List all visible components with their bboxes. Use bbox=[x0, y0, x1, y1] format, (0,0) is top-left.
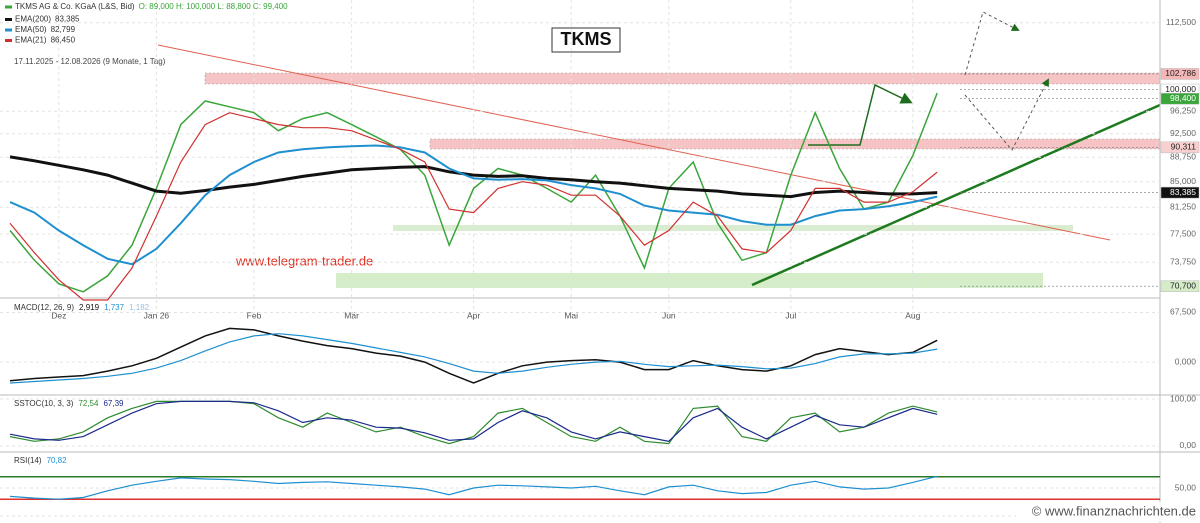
y-tick-label: 77,500 bbox=[1170, 228, 1196, 238]
legend-value: 2,919 bbox=[79, 303, 100, 312]
panel-title: RSI(14) bbox=[14, 456, 42, 465]
x-tick-label: Feb bbox=[247, 310, 262, 320]
y-tick-label: 85,000 bbox=[1170, 176, 1196, 186]
series-line bbox=[9, 475, 938, 500]
y-tick-label: 0,000 bbox=[1175, 356, 1197, 366]
y-tick-label: 88,750 bbox=[1170, 151, 1196, 161]
price-label: 102,786 bbox=[1165, 68, 1196, 78]
price-label: 98,400 bbox=[1170, 93, 1196, 103]
y-tick-label: 96,250 bbox=[1170, 105, 1196, 115]
panel-title: SSTOC(10, 3, 3) bbox=[14, 399, 74, 408]
legend-swatch bbox=[5, 39, 12, 42]
zones bbox=[157, 11, 1161, 288]
legend-value: 83,385 bbox=[55, 15, 80, 24]
legend-swatch bbox=[5, 18, 12, 21]
panel-title: MACD(12, 26, 9) bbox=[14, 303, 74, 312]
x-tick-label: Mai bbox=[564, 310, 578, 320]
chart-title: TKMS bbox=[561, 29, 612, 49]
y-tick-label: 50,00 bbox=[1175, 482, 1197, 492]
legend-value: 70,82 bbox=[47, 456, 68, 465]
price-label: 83,385 bbox=[1170, 187, 1196, 197]
legend-label: EMA(50) bbox=[15, 25, 47, 34]
y-tick-label: 92,500 bbox=[1170, 128, 1196, 138]
y-tick-label: 81,250 bbox=[1170, 202, 1196, 212]
series-line bbox=[9, 92, 938, 293]
x-tick-label: Jan 26 bbox=[144, 310, 170, 320]
x-tick-label: Mär bbox=[344, 310, 359, 320]
price-label-box bbox=[1160, 68, 1200, 80]
date-range: 17.11.2025 - 12.08.2026 (9 Monate, 1 Tag… bbox=[14, 57, 166, 66]
annotation: www.telegram-trader.de bbox=[235, 253, 373, 268]
x-tick-label: Jul bbox=[785, 310, 796, 320]
price-label-box bbox=[1160, 186, 1200, 199]
price-label: 90,311 bbox=[1171, 142, 1197, 152]
legend-value: 86,450 bbox=[51, 36, 76, 45]
series-line bbox=[9, 144, 938, 266]
watermark: © www.finanznachrichten.de bbox=[1032, 503, 1196, 518]
y-tick-label: 67,500 bbox=[1170, 307, 1196, 317]
y-tick-label: 0,00 bbox=[1179, 440, 1196, 450]
x-tick-label: Jun bbox=[662, 310, 676, 320]
legend-value: 1,182 bbox=[129, 303, 150, 312]
legend-label: TKMS AG & Co. KGaA (L&S, Bid) bbox=[15, 2, 135, 11]
legend-label: EMA(21) bbox=[15, 36, 47, 45]
series-line bbox=[9, 400, 938, 445]
legend-value: O: 89,000 H: 100,000 L: 88,800 C: 99,400 bbox=[139, 2, 289, 11]
legend-value: 72,54 bbox=[78, 399, 99, 408]
legend-value: 82,799 bbox=[51, 25, 76, 34]
y-tick-label: 112,500 bbox=[1166, 17, 1196, 27]
y-tick-label: 100,00 bbox=[1170, 393, 1196, 403]
series-line bbox=[9, 333, 938, 384]
price-label: 100,000 bbox=[1165, 84, 1196, 94]
series-line bbox=[9, 112, 938, 301]
price-label-box bbox=[1160, 280, 1200, 292]
x-tick-label: Aug bbox=[905, 310, 920, 320]
x-tick-label: Apr bbox=[467, 310, 480, 320]
x-tick-label: Dez bbox=[51, 310, 66, 320]
y-tick-label: 73,750 bbox=[1170, 256, 1196, 266]
legend-label: EMA(200) bbox=[15, 15, 51, 24]
price-label: 70,700 bbox=[1170, 280, 1196, 290]
series-line bbox=[9, 327, 938, 384]
legend-value: 67,39 bbox=[103, 399, 124, 408]
legend-value: 1,737 bbox=[104, 303, 125, 312]
series-line bbox=[9, 155, 938, 199]
series-line bbox=[9, 400, 938, 442]
price-label-box bbox=[1160, 141, 1200, 154]
legend-swatch bbox=[5, 28, 12, 32]
price-label-box bbox=[1160, 92, 1200, 105]
legend-swatch bbox=[5, 5, 12, 9]
